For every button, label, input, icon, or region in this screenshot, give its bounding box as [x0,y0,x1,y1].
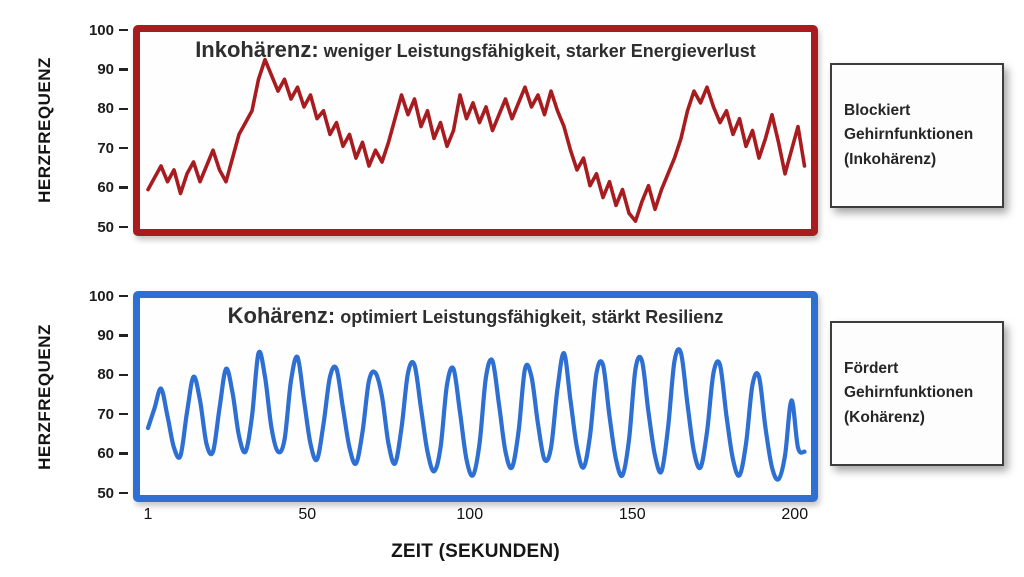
coherence-chart-title: Kohärenz: optimiert Leistungsfähigkeit, … [140,303,811,329]
x-tick-label: 1 [143,506,153,523]
y-tick-label: 90 [58,59,128,79]
x-tick-label: 50 [298,506,317,523]
y-tick-label: 80 [58,365,128,385]
tick-mark [119,68,128,71]
annotation-line: Blockiert [844,102,911,120]
coherence-title-text: optimiert Leistungsfähigkeit, stärkt Res… [335,307,724,327]
tick-mark [119,146,128,150]
y-axis-label-top: HERZFREQUENZ [35,57,54,203]
x-tick-label: 100 [456,506,484,523]
y-tick-value: 60 [97,445,114,463]
y-tick-value: 100 [88,21,114,39]
annotation-line: (Inkohärenz) [844,150,937,168]
coherence-title-keyword: Kohärenz: [227,303,336,328]
incoherence-annotation-box: Blockiert Gehirnfunktionen (Inkohärenz) [830,63,1004,208]
tick-mark [119,412,128,416]
annotation-line: (Kohärenz) [844,408,925,426]
y-tick-value: 80 [97,366,114,384]
y-tick-label: 70 [58,404,128,424]
heart-rate-line [145,347,807,482]
y-tick-value: 80 [97,100,114,118]
y-tick-label: 70 [58,138,128,158]
tick-mark [119,334,128,337]
incoherence-chart-title: Inkohärenz: weniger Leistungsfähigkeit, … [140,37,811,63]
y-tick-label: 60 [58,178,128,198]
x-axis-label: ZEIT (SEKUNDEN) [391,541,560,562]
x-tick-label: 200 [781,506,809,523]
coherence-heart-rate-plot [145,347,807,482]
y-tick-value: 90 [97,326,114,344]
y-axis-label-bottom: HERZFREQUENZ [35,324,54,470]
incoherence-chart: Inkohärenz: weniger Leistungsfähigkeit, … [133,25,818,236]
coherence-annotation-box: Fördert Gehirnfunktionen (Kohärenz) [830,321,1004,466]
tick-mark [119,225,128,229]
tick-mark [119,28,128,32]
tick-mark [119,294,128,298]
y-tick-label: 80 [58,99,128,119]
incoherence-heart-rate-plot [146,57,807,223]
y-tick-value: 90 [97,60,114,78]
y-tick-value: 60 [97,179,114,197]
tick-mark [119,491,128,495]
y-tick-value: 70 [97,405,114,423]
annotation-line: Gehirnfunktionen [844,126,974,144]
x-tick-label: 150 [618,506,646,523]
incoherence-title-text: weniger Leistungsfähigkeit, starker Ener… [318,41,756,61]
annotation-line: Fördert [844,360,899,378]
incoherence-title-keyword: Inkohärenz: [195,37,319,62]
tick-mark [119,373,128,377]
y-tick-label: 50 [58,217,128,237]
annotation-line: Gehirnfunktionen [844,384,974,402]
y-tick-value: 70 [97,139,114,157]
tick-mark [119,107,128,111]
y-tick-label: 60 [58,444,128,464]
y-tick-label: 100 [58,20,128,40]
coherence-chart: Kohärenz: optimiert Leistungsfähigkeit, … [133,291,818,502]
y-tick-label: 100 [58,286,128,306]
heart-rate-line [146,57,807,223]
tick-mark [119,452,128,455]
y-tick-label: 90 [58,325,128,345]
y-tick-label: 50 [58,483,128,503]
y-tick-value: 50 [97,218,114,236]
y-tick-value: 100 [88,287,114,305]
y-tick-value: 50 [97,484,114,502]
tick-mark [119,186,128,189]
